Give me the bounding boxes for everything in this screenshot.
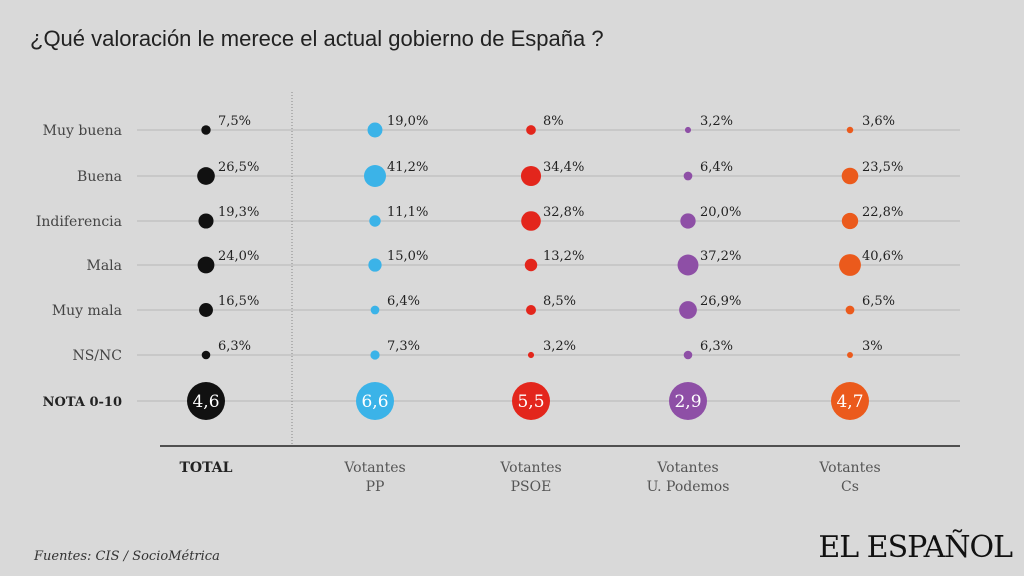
column-label: U. Podemos (647, 479, 730, 495)
bubble (368, 258, 382, 272)
score-label: 4,7 (836, 392, 863, 412)
value-label: 8,5% (543, 294, 576, 309)
value-label: 3,6% (862, 114, 895, 129)
score-row-label: NOTA 0-10 (43, 395, 122, 410)
value-label: 23,5% (862, 160, 903, 175)
score-label: 5,5 (517, 392, 544, 412)
bubble (841, 167, 859, 185)
value-label: 20,0% (700, 205, 741, 220)
score-bubble (831, 382, 869, 420)
value-label: 11,1% (387, 205, 428, 220)
row-label: NS/NC (72, 348, 122, 364)
bubble (521, 211, 541, 231)
bubble (201, 125, 211, 135)
value-label: 3% (862, 339, 883, 354)
value-label: 41,2% (387, 160, 428, 175)
value-label: 6,3% (218, 339, 251, 354)
score-bubble (356, 382, 394, 420)
bubble (845, 305, 855, 315)
value-label: 37,2% (700, 249, 741, 264)
value-label: 34,4% (543, 160, 584, 175)
value-label: 26,9% (700, 294, 741, 309)
bubble (526, 305, 536, 315)
score-bubble (512, 382, 550, 420)
value-label: 3,2% (700, 114, 733, 129)
bubble (684, 126, 692, 134)
row-label: Muy mala (52, 303, 122, 319)
bubble (198, 213, 214, 229)
row-label: Buena (77, 169, 122, 185)
value-label: 7,3% (387, 339, 420, 354)
value-label: 24,0% (218, 249, 259, 264)
value-label: 15,0% (387, 249, 428, 264)
score-label: 6,6 (361, 392, 388, 412)
score-bubble (669, 382, 707, 420)
bubble (527, 351, 535, 359)
value-label: 6,5% (862, 294, 895, 309)
score-label: 2,9 (674, 392, 701, 412)
bubble (197, 167, 215, 185)
bubble (199, 303, 213, 317)
column-label: Votantes (818, 460, 880, 476)
value-label: 3,2% (543, 339, 576, 354)
column-label: Votantes (499, 460, 561, 476)
bubble (370, 305, 380, 315)
bubble (370, 350, 380, 360)
value-label: 6,4% (387, 294, 420, 309)
row-label: Indiferencia (36, 214, 122, 230)
value-label: 19,3% (218, 205, 259, 220)
value-label: 13,2% (543, 249, 584, 264)
bubble (683, 350, 693, 360)
column-label: Votantes (343, 460, 405, 476)
chart-title: ¿Qué valoración le merece el actual gobi… (30, 26, 604, 51)
bubble (677, 254, 699, 276)
column-label: PP (366, 479, 385, 495)
row-label: Mala (86, 258, 122, 274)
score-label: 4,6 (192, 392, 219, 412)
bubble (679, 301, 697, 319)
bubble (526, 125, 536, 135)
bubble (197, 256, 215, 274)
value-label: 26,5% (218, 160, 259, 175)
value-label: 6,4% (700, 160, 733, 175)
value-label: 6,3% (700, 339, 733, 354)
bubble (680, 213, 696, 229)
row-label: Muy buena (43, 123, 122, 139)
value-label: 40,6% (862, 249, 903, 264)
bubble (364, 165, 386, 187)
bubble (839, 254, 861, 276)
column-label: Votantes (656, 460, 718, 476)
column-label: Cs (841, 479, 859, 495)
value-label: 22,8% (862, 205, 903, 220)
bubble (524, 258, 538, 272)
bubble (201, 350, 211, 360)
bubble (847, 352, 853, 358)
column-label: PSOE (511, 479, 552, 495)
value-label: 32,8% (543, 205, 584, 220)
bubble (367, 122, 383, 138)
bubble (846, 126, 854, 134)
bubble (369, 215, 381, 227)
el-espanol-logo: EL ESPAÑOL (818, 530, 1013, 565)
score-bubble (187, 382, 225, 420)
bubble (520, 165, 542, 187)
bubble (683, 171, 693, 181)
value-label: 7,5% (218, 114, 251, 129)
value-label: 8% (543, 114, 564, 129)
bubble (841, 212, 859, 230)
value-label: 19,0% (387, 114, 428, 129)
source-note: Fuentes: CIS / SocioMétrica (34, 549, 220, 564)
value-label: 16,5% (218, 294, 259, 309)
column-label: TOTAL (180, 460, 233, 476)
